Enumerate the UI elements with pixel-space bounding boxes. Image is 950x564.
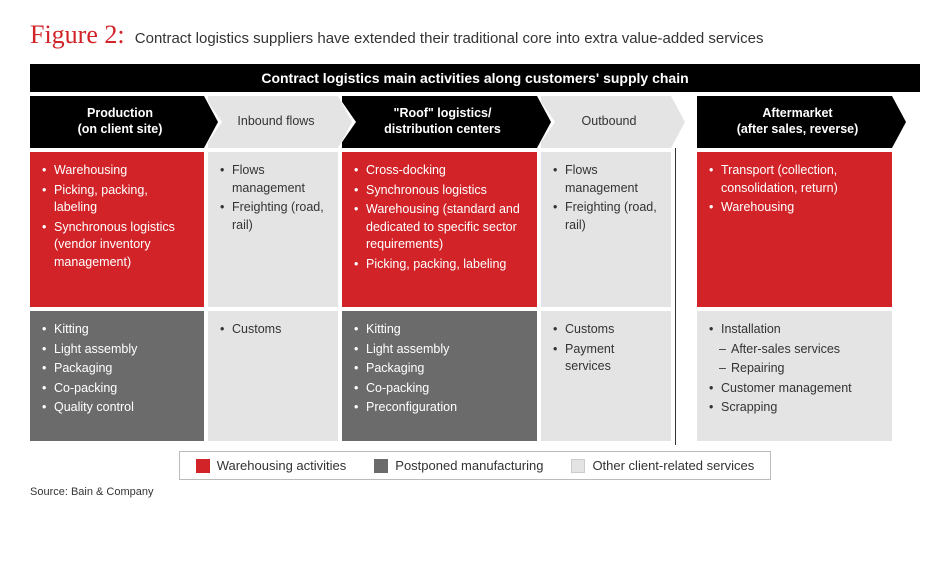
legend-swatch: [196, 459, 210, 473]
legend-label: Warehousing activities: [217, 458, 347, 473]
activity-cell: Customs Payment services: [541, 311, 671, 441]
activity-item: Customs: [553, 321, 661, 339]
legend-swatch: [571, 459, 585, 473]
activity-item: After-sales services: [709, 341, 882, 359]
activity-list: Cross-docking Synchronous logisticsWareho…: [354, 162, 527, 273]
source-line: Source: Bain & Company: [30, 486, 920, 498]
activity-list: Kitting Light assemblyPackaging Co-packing…: [42, 321, 194, 417]
activity-list: Flows managementFreighting (road, rail): [553, 162, 661, 234]
activity-list: Flows managementFreighting (road, rail): [220, 162, 328, 234]
activity-cell: Customs: [208, 311, 338, 441]
activity-list: Warehousing Picking, packing, labelingSyn…: [42, 162, 194, 271]
activity-item: Light assembly: [354, 341, 527, 359]
activity-item: Freighting (road, rail): [220, 199, 328, 234]
activity-cell: Kitting Light assemblyPackaging Co-packing…: [30, 311, 204, 441]
activity-item: Packaging: [42, 360, 194, 378]
activity-item: Warehousing (standard and dedicated to s…: [354, 201, 527, 254]
legend-label: Postponed manufacturing: [395, 458, 543, 473]
activity-item: Synchronous logistics: [354, 182, 527, 200]
activity-item: Light assembly: [42, 341, 194, 359]
legend: Warehousing activities Postponed manufact…: [179, 451, 772, 480]
activity-list: Kitting Light assemblyPackaging Co-packing…: [354, 321, 527, 417]
activity-item: Customs: [220, 321, 328, 339]
activity-cell: Installation After-sales servicesRepairin…: [697, 311, 892, 441]
legend-item: Warehousing activities: [196, 458, 347, 473]
activity-item: Kitting: [354, 321, 527, 339]
activity-list: Installation After-sales servicesRepairin…: [709, 321, 882, 417]
legend-item: Postponed manufacturing: [374, 458, 543, 473]
figure-label: Figure 2:: [30, 20, 125, 49]
activity-item: Warehousing: [42, 162, 194, 180]
legend-label: Other client-related services: [592, 458, 754, 473]
activity-list: Customs Payment services: [553, 321, 661, 376]
column-header: Outbound: [541, 96, 671, 148]
main-activity-bar: Contract logistics main activities along…: [30, 64, 920, 92]
activity-item: Flows management: [220, 162, 328, 197]
activity-item: Repairing: [709, 360, 882, 378]
activity-item: Co-packing: [354, 380, 527, 398]
column-header: Production (on client site): [30, 96, 204, 148]
activity-list: Customs: [220, 321, 328, 339]
activity-cell: Flows managementFreighting (road, rail): [208, 152, 338, 307]
column-header-label: Outbound: [566, 114, 647, 130]
row-gap: [675, 152, 693, 307]
grid-row: KittingLight assemblyPackagingCo-packing…: [30, 311, 920, 441]
activity-grid: WarehousingPicking, packing, labelingSyn…: [30, 152, 920, 441]
legend-swatch: [374, 459, 388, 473]
activity-cell: Cross-docking Synchronous logisticsWareho…: [342, 152, 537, 307]
grid-row: WarehousingPicking, packing, labelingSyn…: [30, 152, 920, 307]
column-header-label: Inbound flows: [221, 114, 324, 130]
activity-item: Installation: [709, 321, 882, 339]
activity-item: Co-packing: [42, 380, 194, 398]
activity-item: Picking, packing, labeling: [42, 182, 194, 217]
activity-item: Transport (collection, consolidation, re…: [709, 162, 882, 197]
figure-title: Figure 2: Contract logistics suppliers h…: [30, 20, 920, 50]
column-header-label: Aftermarket (after sales, reverse): [721, 106, 869, 137]
column-header: Aftermarket (after sales, reverse): [697, 96, 892, 148]
activity-cell: Warehousing Picking, packing, labelingSyn…: [30, 152, 204, 307]
activity-item: Scrapping: [709, 399, 882, 417]
column-header: Inbound flows: [208, 96, 338, 148]
activity-item: Synchronous logistics (vendor inventory …: [42, 219, 194, 272]
activity-item: Freighting (road, rail): [553, 199, 661, 234]
activity-cell: Kitting Light assemblyPackaging Co-packing…: [342, 311, 537, 441]
activity-item: Quality control: [42, 399, 194, 417]
row-gap: [675, 311, 693, 441]
activity-item: Payment services: [553, 341, 661, 376]
figure-caption: Contract logistics suppliers have extend…: [135, 30, 764, 47]
activity-item: Packaging: [354, 360, 527, 378]
activity-item: Picking, packing, labeling: [354, 256, 527, 274]
activity-item: Kitting: [42, 321, 194, 339]
activity-list: Transport (collection, consolidation, re…: [709, 162, 882, 217]
column-header-label: Production (on client site): [62, 106, 173, 137]
column-header-label: "Roof" logistics/ distribution centers: [368, 106, 511, 137]
column-header: "Roof" logistics/ distribution centers: [342, 96, 537, 148]
activity-item: Warehousing: [709, 199, 882, 217]
activity-item: Cross-docking: [354, 162, 527, 180]
activity-item: Flows management: [553, 162, 661, 197]
activity-cell: Transport (collection, consolidation, re…: [697, 152, 892, 307]
activity-item: Preconfiguration: [354, 399, 527, 417]
column-headers: Production (on client site) Inbound flows…: [30, 96, 920, 148]
legend-item: Other client-related services: [571, 458, 754, 473]
activity-cell: Flows managementFreighting (road, rail): [541, 152, 671, 307]
activity-item: Customer management: [709, 380, 882, 398]
